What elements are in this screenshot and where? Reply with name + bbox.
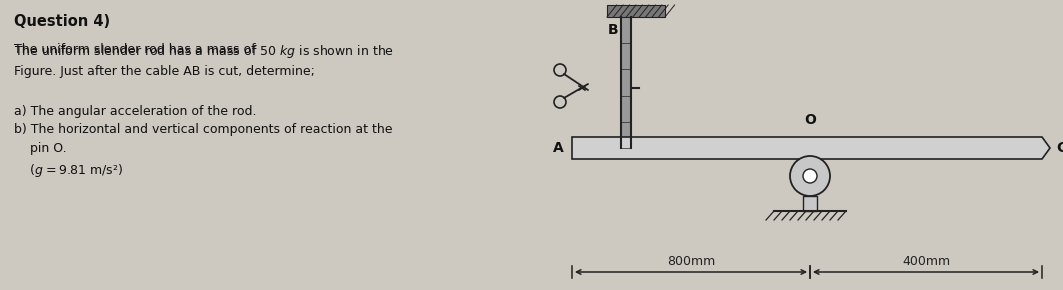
Text: a) The angular acceleration of the rod.
b) The horizontal and vertical component: a) The angular acceleration of the rod. … (14, 105, 392, 179)
Circle shape (803, 169, 817, 183)
Polygon shape (607, 5, 665, 17)
Polygon shape (572, 137, 1050, 159)
Text: O: O (804, 113, 816, 127)
Text: 800mm: 800mm (667, 255, 715, 268)
Text: The uniform slender rod has a mass of: The uniform slender rod has a mass of (14, 43, 259, 56)
Text: The uniform slender rod has a mass of $\mathit{50\ kg}$ is shown in the
Figure. : The uniform slender rod has a mass of $\… (14, 43, 394, 79)
Text: 400mm: 400mm (901, 255, 950, 268)
Polygon shape (803, 196, 817, 211)
Text: Question 4): Question 4) (14, 14, 111, 29)
Text: B: B (607, 23, 618, 37)
Text: C: C (1056, 141, 1063, 155)
Text: A: A (553, 141, 564, 155)
Circle shape (790, 156, 830, 196)
Polygon shape (621, 17, 631, 148)
